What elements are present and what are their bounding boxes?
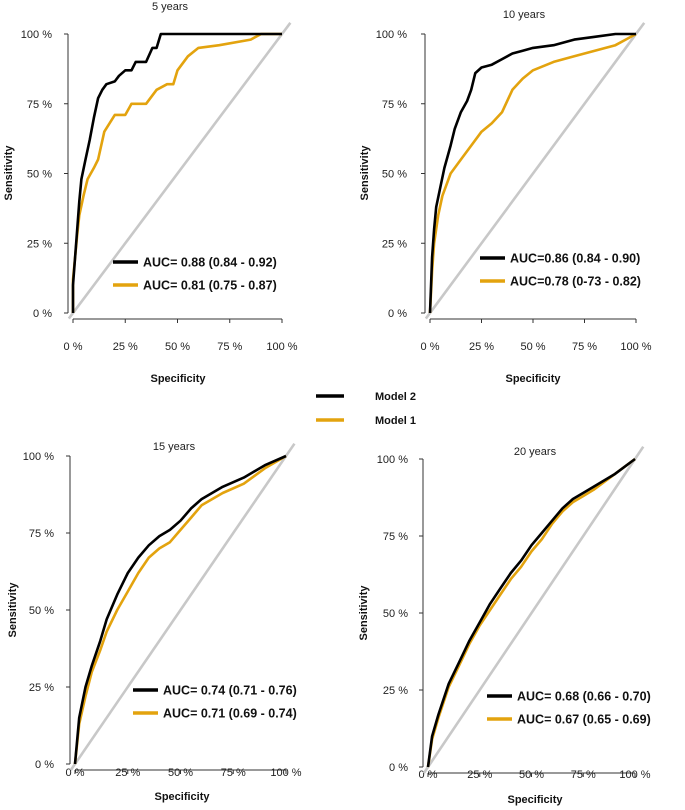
y-tick-label: 25 % bbox=[29, 682, 54, 694]
y-tick-label: 0 % bbox=[389, 762, 408, 774]
y-tick-label: 75 % bbox=[29, 528, 54, 540]
y-tick-label: 50 % bbox=[382, 169, 407, 181]
x-tick-label: 0 % bbox=[66, 767, 85, 779]
x-tick-label: 0 % bbox=[64, 341, 83, 353]
y-tick-label: 75 % bbox=[27, 99, 52, 111]
y-tick-label: 25 % bbox=[383, 685, 408, 697]
reference-diagonal bbox=[422, 445, 645, 774]
y-tick-label: 75 % bbox=[382, 99, 407, 111]
x-tick-label: 25 % bbox=[115, 767, 140, 779]
reference-diagonal bbox=[69, 442, 296, 771]
x-tick-label: 75 % bbox=[571, 769, 596, 781]
roc-curve-model-2 bbox=[428, 32, 636, 314]
x-tick-label: 50 % bbox=[168, 767, 193, 779]
x-tick-label: 50 % bbox=[165, 341, 190, 353]
panel-title: 10 years bbox=[503, 9, 546, 21]
x-axis-label: Specificity bbox=[507, 794, 563, 806]
auc-legend-label: AUC= 0.67 (0.65 - 0.69) bbox=[517, 713, 651, 727]
panel-title: 5 years bbox=[152, 1, 189, 13]
x-axis-label: Specificity bbox=[505, 373, 561, 385]
x-axis-label: Specificity bbox=[154, 791, 210, 803]
auc-legend-label: AUC=0.86 (0.84 - 0.90) bbox=[510, 252, 640, 266]
y-tick-label: 50 % bbox=[27, 169, 52, 181]
x-tick-label: 25 % bbox=[113, 341, 138, 353]
x-tick-label: 75 % bbox=[572, 341, 597, 353]
x-tick-label: 75 % bbox=[217, 341, 242, 353]
panel-title: 15 years bbox=[153, 441, 196, 453]
shared-legend: Model 2 Model 1 bbox=[316, 391, 416, 427]
y-axis-label: Sensitivity bbox=[359, 145, 371, 201]
auc-legend-label: AUC= 0.74 (0.71 - 0.76) bbox=[163, 684, 297, 698]
y-tick-label: 25 % bbox=[27, 238, 52, 250]
roc-panel: 10 years 0 % 0 % 25 % 25 % 50 % 50 % 75 % 75 % 10… bbox=[359, 9, 652, 385]
y-axis-label: Sensitivity bbox=[7, 582, 19, 638]
roc-curve-model-2 bbox=[73, 454, 287, 765]
x-tick-label: 100 % bbox=[270, 767, 301, 779]
roc-curve-model-1 bbox=[73, 454, 287, 765]
y-tick-label: 50 % bbox=[383, 608, 408, 620]
roc-curve-model-2 bbox=[426, 457, 636, 768]
y-tick-label: 100 % bbox=[23, 451, 54, 463]
x-tick-label: 50 % bbox=[520, 341, 545, 353]
y-axis-label: Sensitivity bbox=[3, 145, 15, 201]
y-tick-label: 0 % bbox=[388, 308, 407, 320]
y-tick-label: 0 % bbox=[35, 759, 54, 771]
x-tick-label: 25 % bbox=[469, 341, 494, 353]
y-tick-label: 25 % bbox=[382, 238, 407, 250]
auc-legend-label: AUC= 0.68 (0.66 - 0.70) bbox=[517, 690, 651, 704]
roc-curve-model-1 bbox=[426, 457, 636, 768]
roc-panel: 20 years 0 % 0 % 25 % 25 % 50 % 50 % 75 % 75 % 10… bbox=[358, 445, 651, 806]
legend-label-model-1: Model 1 bbox=[375, 415, 416, 427]
y-tick-label: 75 % bbox=[383, 531, 408, 543]
x-tick-label: 0 % bbox=[419, 769, 438, 781]
y-tick-label: 0 % bbox=[33, 308, 52, 320]
reference-diagonal bbox=[424, 22, 646, 320]
auc-legend-label: AUC= 0.88 (0.84 - 0.92) bbox=[143, 256, 277, 270]
x-tick-label: 0 % bbox=[421, 341, 440, 353]
reference-diagonal bbox=[67, 22, 292, 320]
auc-legend-label: AUC=0.78 (0-73 - 0.82) bbox=[510, 275, 641, 289]
x-tick-label: 100 % bbox=[620, 341, 651, 353]
x-tick-label: 75 % bbox=[221, 767, 246, 779]
roc-curve-model-1 bbox=[428, 32, 637, 314]
x-tick-label: 100 % bbox=[619, 769, 650, 781]
x-tick-label: 50 % bbox=[519, 769, 544, 781]
panel-title: 20 years bbox=[514, 446, 557, 458]
y-tick-label: 50 % bbox=[29, 605, 54, 617]
roc-panel: 5 years 0 % 0 % 25 % 25 % 50 % 50 % 75 % 75 % 100… bbox=[3, 1, 298, 385]
x-tick-label: 100 % bbox=[266, 341, 297, 353]
x-tick-label: 25 % bbox=[467, 769, 492, 781]
roc-panel: 15 years 0 % 0 % 25 % 25 % 50 % 50 % 75 % 75 % 10… bbox=[7, 441, 302, 803]
x-axis-label: Specificity bbox=[150, 373, 206, 385]
y-tick-label: 100 % bbox=[376, 29, 407, 41]
auc-legend-label: AUC= 0.71 (0.69 - 0.74) bbox=[163, 707, 297, 721]
auc-legend-label: AUC= 0.81 (0.75 - 0.87) bbox=[143, 279, 277, 293]
y-tick-label: 100 % bbox=[21, 29, 52, 41]
legend-label-model-2: Model 2 bbox=[375, 391, 416, 403]
roc-curve-model-2 bbox=[71, 32, 282, 313]
y-tick-label: 100 % bbox=[377, 454, 408, 466]
y-axis-label: Sensitivity bbox=[358, 585, 370, 641]
